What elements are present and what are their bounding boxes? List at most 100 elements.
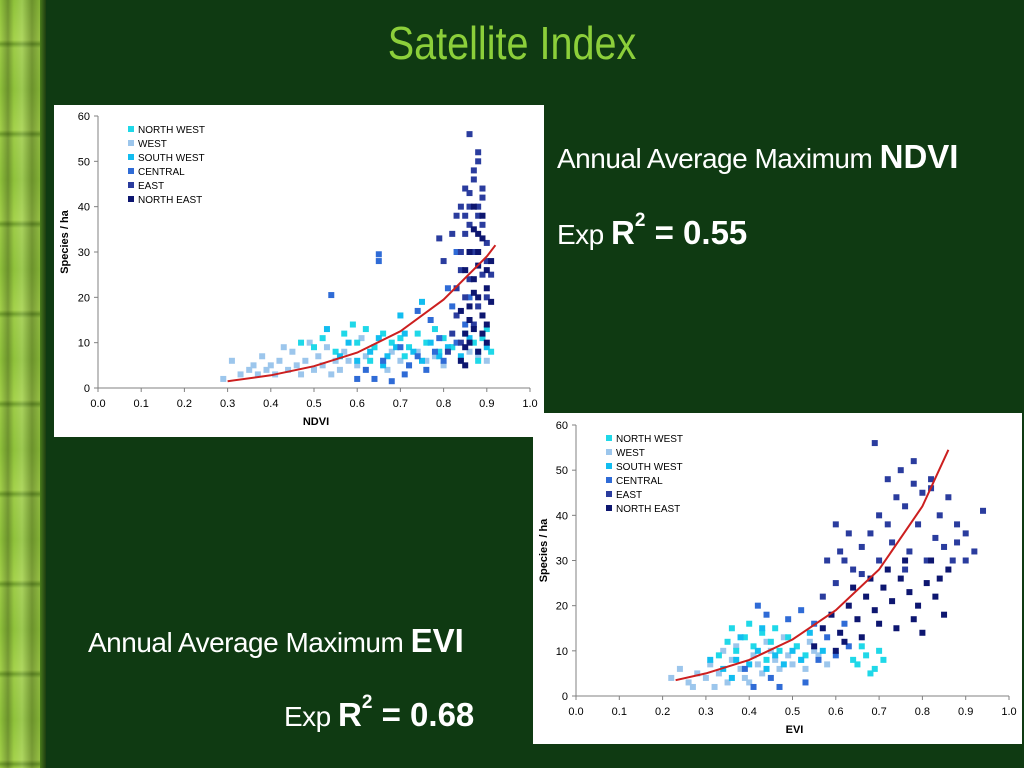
data-point [440,335,447,342]
data-point [453,339,460,346]
data-point [380,330,387,337]
data-point [410,348,417,355]
data-point [880,656,887,663]
data-point [375,251,382,258]
legend-marker [128,140,134,146]
ndvi-caption: Annual Average Maximum NDVI [557,138,958,176]
data-point [785,634,792,641]
ndvi-r2-symbol: R [611,214,635,251]
data-point [832,647,839,654]
data-point [349,321,356,328]
data-point [470,176,477,183]
data-point [776,683,783,690]
data-point [746,661,753,668]
x-tick-label: 0.5 [785,706,800,718]
legend-label: WEST [616,448,645,459]
data-point [876,647,883,654]
data-point [763,611,770,618]
data-point [949,557,956,564]
data-point [220,375,227,382]
x-tick-label: 0.2 [177,398,192,410]
data-point [414,330,421,337]
data-point [466,221,473,228]
data-point [876,620,883,627]
data-point [867,670,874,677]
data-point [419,357,425,364]
data-point [466,190,473,197]
data-point [328,292,335,299]
data-point [285,366,292,373]
data-point [475,348,482,355]
x-tick-label: 0.4 [263,398,278,410]
series-central [328,249,473,385]
data-point [754,661,761,668]
data-point [302,357,309,364]
data-point [250,362,257,369]
data-point [475,303,482,310]
data-point [475,158,482,165]
x-tick-label: 0.3 [220,398,235,410]
data-point [832,652,839,659]
data-point [668,674,675,681]
data-point [932,534,939,541]
data-point [741,634,748,641]
data-point [488,298,495,305]
data-point [685,679,692,686]
data-point [724,638,731,645]
data-point [440,258,447,265]
data-point [289,348,296,355]
x-tick-label: 0.9 [958,706,973,718]
y-tick-label: 10 [78,338,90,350]
data-point [475,149,482,156]
data-point [311,366,317,373]
data-point [962,530,969,537]
data-point [323,344,330,351]
series-west [220,335,490,382]
data-point [488,258,495,265]
data-point [715,670,722,677]
data-point [298,339,305,346]
series-north-east [457,203,495,369]
data-point [910,458,917,465]
data-point [444,285,451,292]
data-point [785,652,792,659]
data-point [483,321,490,328]
data-point [436,335,443,342]
data-point [457,267,464,274]
data-point [466,339,473,346]
data-point [440,357,447,364]
data-point [689,683,696,690]
data-point [884,566,891,573]
data-point [470,276,477,283]
ndvi-caption-text: Annual Average Maximum [557,143,880,174]
data-point [345,339,352,346]
legend-label: NORTH WEST [616,434,683,445]
data-point [915,602,922,609]
data-point [453,312,460,319]
data-point [754,647,761,654]
evi-r2-prefix: Exp [284,701,339,732]
x-tick-label: 0.5 [306,398,321,410]
data-point [388,378,395,385]
data-point [720,647,727,654]
data-point [906,589,913,596]
data-point [259,353,266,360]
evi-r2-superscript: 2 [361,692,373,713]
data-point [910,480,917,487]
legend-marker [606,463,612,469]
data-point [479,271,486,278]
series-north-west [298,321,495,364]
data-point [750,683,757,690]
y-tick-label: 0 [84,383,90,395]
data-point [819,647,826,654]
series-north-west [715,620,887,677]
data-point [919,489,926,496]
legend-marker [606,435,612,441]
data-point [380,362,387,369]
data-point [789,647,796,654]
data-point [923,580,930,587]
x-tick-label: 0.1 [612,706,627,718]
data-point [962,557,969,564]
evi-caption-index: EVI [410,622,464,659]
data-point [358,335,365,342]
